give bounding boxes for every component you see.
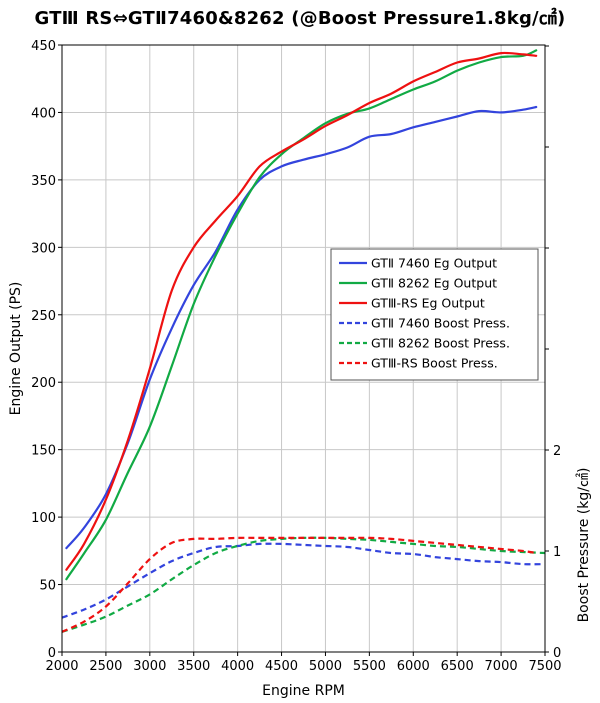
legend-label: GTⅡ 8262 Eg Output bbox=[371, 276, 497, 291]
y-tick-label: 350 bbox=[31, 174, 56, 189]
x-tick-label: 6500 bbox=[441, 659, 474, 674]
x-tick-label: 4000 bbox=[221, 659, 254, 674]
series-line-4 bbox=[62, 544, 545, 618]
chart-canvas: 2000 2500 3000 3500 4000 4500 5000 5500 6000 6500… bbox=[0, 0, 600, 703]
y2-tick-label: 1 bbox=[553, 545, 561, 560]
y-tick-label: 250 bbox=[31, 309, 56, 324]
x-tick-label: 3000 bbox=[133, 659, 166, 674]
x-tick-label: 2000 bbox=[45, 659, 78, 674]
legend-label: GTⅢ-RS Boost Press. bbox=[371, 356, 498, 371]
y-tick-label: 300 bbox=[31, 241, 56, 256]
y-axis-label: Engine Output (PS) bbox=[8, 282, 24, 416]
x-tick-label: 3500 bbox=[177, 659, 210, 674]
x-axis-label: Engine RPM bbox=[262, 683, 345, 699]
x-tick-label: 5500 bbox=[353, 659, 386, 674]
legend: GTⅡ 7460 Eg Output GTⅡ 8262 Eg Output GTⅢ-… bbox=[331, 249, 538, 380]
y2-tick-label: 0 bbox=[553, 646, 561, 661]
y-tick-label: 100 bbox=[31, 511, 56, 526]
x-tick-label: 5000 bbox=[309, 659, 342, 674]
x-tick-label: 2500 bbox=[89, 659, 122, 674]
y-tick-label: 150 bbox=[31, 444, 56, 459]
x-tick-label: 7000 bbox=[485, 659, 518, 674]
legend-label: GTⅢ-RS Eg Output bbox=[371, 296, 485, 311]
y-tick-label: 50 bbox=[39, 579, 56, 594]
y-tick-label: 200 bbox=[31, 376, 56, 391]
y2-axis-label: Boost Pressure (kg/㎠) bbox=[576, 468, 592, 623]
y-tick-label: 0 bbox=[48, 646, 56, 661]
y-tick-label: 400 bbox=[31, 106, 56, 121]
x-tick-label: 7500 bbox=[528, 659, 561, 674]
x-tick-label: 4500 bbox=[265, 659, 298, 674]
y-tick-label: 450 bbox=[31, 39, 56, 54]
x-tick-label: 6000 bbox=[397, 659, 430, 674]
y2-tick-label: 2 bbox=[553, 444, 561, 459]
legend-label: GTⅡ 7460 Boost Press. bbox=[371, 316, 510, 331]
legend-label: GTⅡ 8262 Boost Press. bbox=[371, 336, 510, 351]
legend-label: GTⅡ 7460 Eg Output bbox=[371, 256, 497, 271]
